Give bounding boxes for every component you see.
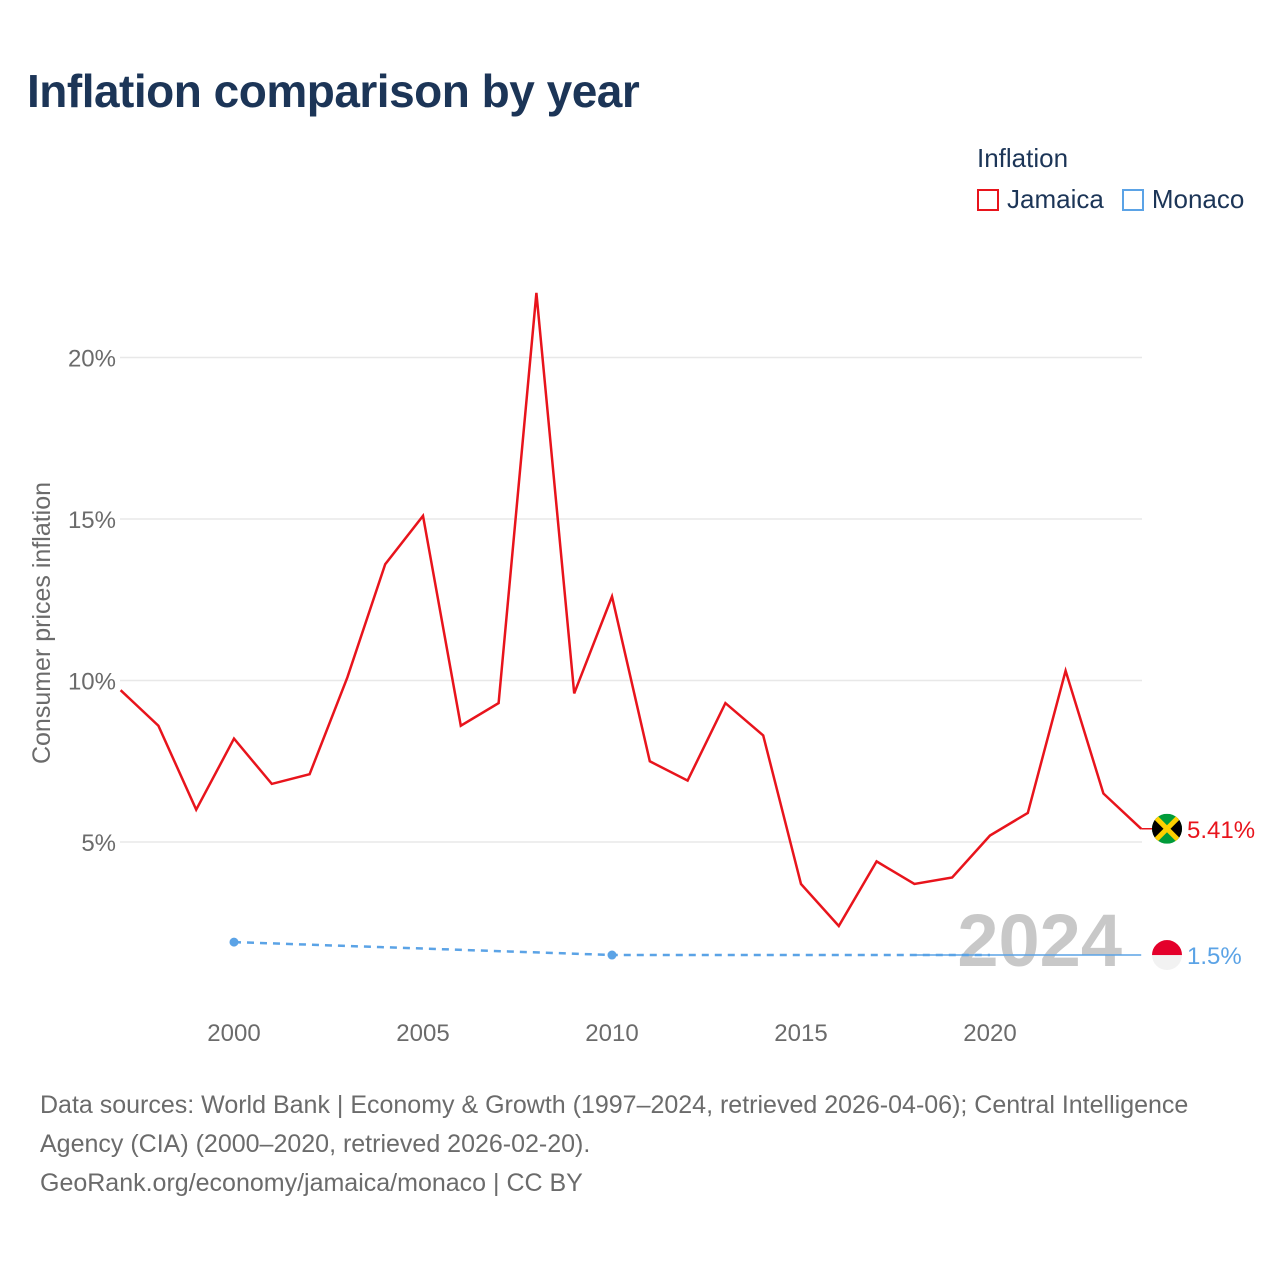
legend-title: Inflation	[977, 143, 1069, 173]
x-tick-label: 2020	[963, 1020, 1016, 1047]
x-tick-label: 2000	[207, 1020, 260, 1047]
x-tick-label: 2015	[774, 1020, 827, 1047]
end-label-monaco: 1.5%	[1187, 943, 1242, 970]
legend-swatch-monaco	[1121, 188, 1144, 211]
data-point-monaco	[229, 937, 239, 947]
y-axis-label: Consumer prices inflation	[28, 482, 56, 764]
flag-monaco-icon	[1152, 940, 1182, 971]
source-note: Data sources: World Bank | Economy & Gro…	[40, 1086, 1250, 1203]
y-tick-label: 15%	[68, 507, 116, 534]
y-tick-label: 20%	[68, 346, 116, 373]
source-text: Data sources: World Bank | Economy & Gro…	[40, 1091, 1189, 1158]
series-group	[119, 292, 1143, 960]
chart-title: Inflation comparison by year	[27, 65, 640, 117]
x-tick-label: 2010	[585, 1020, 638, 1047]
series-line-jamaica	[119, 292, 1143, 929]
legend: Inflation Jamaica Monaco	[977, 143, 1244, 215]
data-point-monaco	[607, 950, 617, 960]
end-label-jamaica: 5.41%	[1187, 817, 1255, 844]
x-tick-label: 2005	[396, 1020, 449, 1047]
legend-label-monaco: Monaco	[1151, 184, 1245, 214]
year-watermark: 2024	[957, 899, 1122, 982]
legend-item-jamaica[interactable]: Jamaica	[977, 184, 1104, 215]
y-tick-label: 10%	[68, 669, 116, 696]
x-axis-ticks: 2000 2005 2010 2015 2020	[207, 1020, 1016, 1047]
grid-lines	[120, 356, 1142, 843]
source-credit[interactable]: GeoRank.org/economy/jamaica/monaco | CC …	[40, 1169, 583, 1197]
y-tick-label: 5%	[81, 830, 116, 857]
legend-item-monaco[interactable]: Monaco	[1121, 184, 1245, 215]
legend-swatch-jamaica	[977, 188, 999, 211]
end-markers: 5.41% 1.5%	[1141, 813, 1255, 971]
line-chart: 5% 10% 15% 20% 2000 2005 2010 2015 2020 Consume…	[28, 292, 1255, 1047]
y-axis-ticks: 5% 10% 15% 20%	[68, 346, 116, 858]
legend-label-jamaica: Jamaica	[1007, 184, 1104, 214]
flag-jamaica-icon	[1152, 813, 1182, 844]
